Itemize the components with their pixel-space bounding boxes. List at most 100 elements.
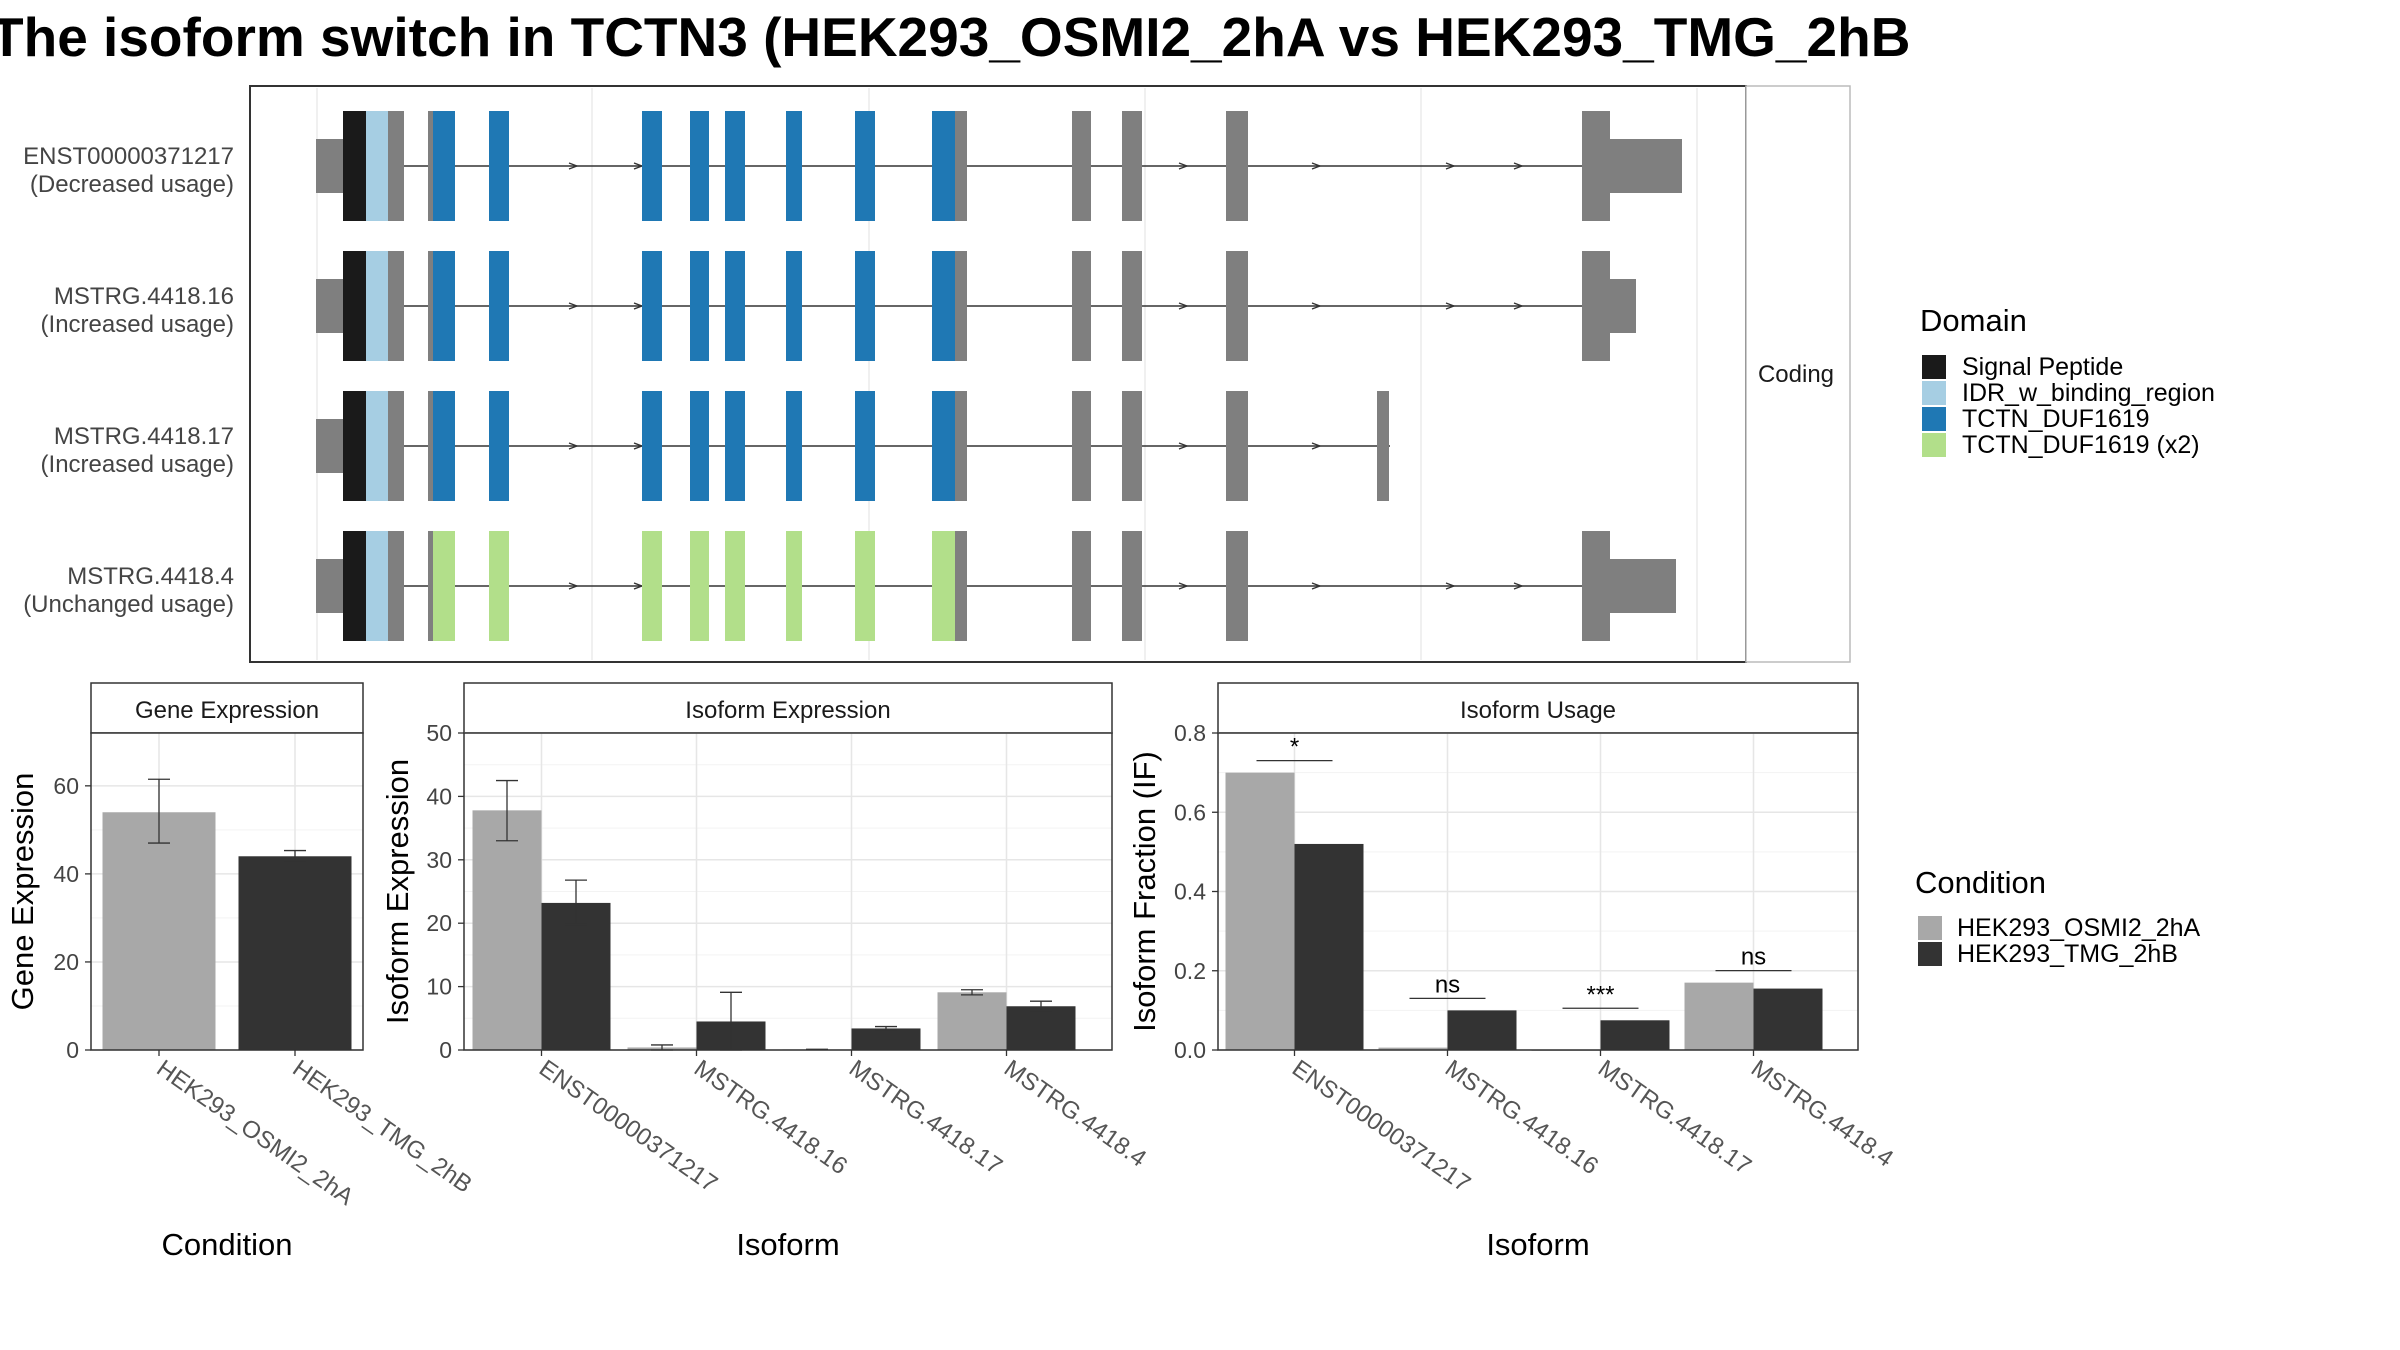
exon <box>428 531 434 641</box>
y-tick-label: 20 <box>426 910 452 936</box>
domain-exon <box>855 111 875 221</box>
domain-exon <box>932 391 955 501</box>
significance-label: * <box>1290 734 1299 761</box>
domain-exon <box>855 391 875 501</box>
exon <box>1072 111 1091 221</box>
exon <box>1226 251 1248 361</box>
isoform-usage-label: (Increased usage) <box>41 451 234 478</box>
domain-exon <box>725 111 745 221</box>
isoform-labels: ENST00000371217(Decreased usage) MSTRG.44… <box>23 143 234 618</box>
exon <box>1122 531 1142 641</box>
strand-arrow <box>1178 302 1189 310</box>
y-tick-label: 0 <box>439 1037 452 1063</box>
domain-legend-title: Domain <box>1920 303 2027 338</box>
strand-arrow <box>568 582 579 590</box>
domain-exon <box>786 391 802 501</box>
domain-legend: Domain Signal PeptideIDR_w_binding_regio… <box>1920 303 2215 459</box>
domain-exon <box>489 111 509 221</box>
x-tick-label: MSTRG.4418.17 <box>844 1055 1007 1180</box>
x-tick-label: MSTRG.4418.17 <box>1593 1055 1756 1180</box>
domain-exon <box>932 531 955 641</box>
domain-exon <box>690 251 709 361</box>
x-tick-label: MSTRG.4418.16 <box>689 1055 852 1180</box>
terminal-exon <box>1377 391 1389 501</box>
y-tick-label: 0.0 <box>1174 1037 1206 1063</box>
utr-3 <box>1610 559 1676 613</box>
isoform-track <box>316 531 1676 641</box>
domain-exon <box>642 531 662 641</box>
panel-strip-title: Isoform Expression <box>685 697 890 724</box>
strand-arrow <box>1513 162 1524 170</box>
strand-arrow <box>1178 162 1189 170</box>
strand-arrow <box>1513 582 1524 590</box>
signal-peptide-exon <box>343 531 366 641</box>
domain-exon <box>690 391 709 501</box>
utr-5 <box>316 139 344 193</box>
bar <box>1684 982 1754 1050</box>
structure-panel: ENST00000371217(Decreased usage) MSTRG.44… <box>23 85 1851 663</box>
x-tick-label: MSTRG.4418.4 <box>999 1055 1151 1173</box>
isoform-usage-label: (Decreased usage) <box>30 171 234 198</box>
strand-arrow <box>1311 582 1322 590</box>
exon <box>1226 111 1248 221</box>
domain-exon <box>690 111 709 221</box>
significance-label: ns <box>1435 971 1460 998</box>
structure-plot-area <box>249 85 1747 663</box>
domain-exon <box>642 251 662 361</box>
panel-strip <box>463 682 1113 734</box>
panel-frame <box>463 732 1113 1051</box>
utr-5 <box>316 419 344 473</box>
strand-arrow <box>1178 442 1189 450</box>
domain-exon <box>433 251 455 361</box>
exon <box>388 111 404 221</box>
condition-legend-label: HEK293_OSMI2_2hA <box>1957 914 2201 942</box>
strand-arrow <box>1311 302 1322 310</box>
strand-arrow <box>568 162 579 170</box>
exon <box>1122 111 1142 221</box>
domain-exon <box>725 531 745 641</box>
y-tick-label: 0.6 <box>1174 799 1206 825</box>
panel-strip-title: Isoform Usage <box>1460 697 1616 724</box>
y-tick-label: 0 <box>66 1037 79 1063</box>
strand-arrow <box>1445 162 1456 170</box>
y-tick-label: 0.2 <box>1174 958 1206 984</box>
idr-exon <box>366 531 388 641</box>
exon <box>1072 251 1091 361</box>
domain-exon <box>855 251 875 361</box>
strand-arrow <box>568 302 579 310</box>
utr-5 <box>316 559 344 613</box>
domain-exon <box>690 531 709 641</box>
strand-arrow <box>1311 162 1322 170</box>
utr-5 <box>316 279 344 333</box>
signal-peptide-exon <box>343 391 366 501</box>
isoform-usage-label: (Unchanged usage) <box>23 591 234 618</box>
y-axis-title: Gene Expression <box>5 773 40 1011</box>
domain-exon <box>642 111 662 221</box>
idr-exon <box>366 111 388 221</box>
y-axis-title: Isoform Expression <box>380 759 415 1024</box>
bar <box>1225 772 1295 1050</box>
bar <box>1600 1020 1670 1050</box>
exon <box>388 391 404 501</box>
utr-3 <box>1610 279 1636 333</box>
exon <box>1072 391 1091 501</box>
terminal-exon <box>1582 111 1610 221</box>
domain-exon <box>433 111 455 221</box>
panel-strip <box>90 682 364 734</box>
strand-arrow <box>1178 582 1189 590</box>
bar <box>541 902 611 1050</box>
isoform-id-label: MSTRG.4418.4 <box>67 563 234 590</box>
terminal-exon <box>1582 531 1610 641</box>
isoform-track <box>316 251 1636 361</box>
domain-legend-label: Signal Peptide <box>1962 353 2123 381</box>
exon <box>428 111 434 221</box>
exon <box>428 391 434 501</box>
domain-exon <box>489 531 509 641</box>
domain-legend-swatch <box>1922 407 1946 431</box>
strand-arrow <box>568 442 579 450</box>
domain-exon <box>725 251 745 361</box>
bar <box>1006 1006 1076 1050</box>
domain-legend-label: TCTN_DUF1619 <box>1962 405 2150 433</box>
